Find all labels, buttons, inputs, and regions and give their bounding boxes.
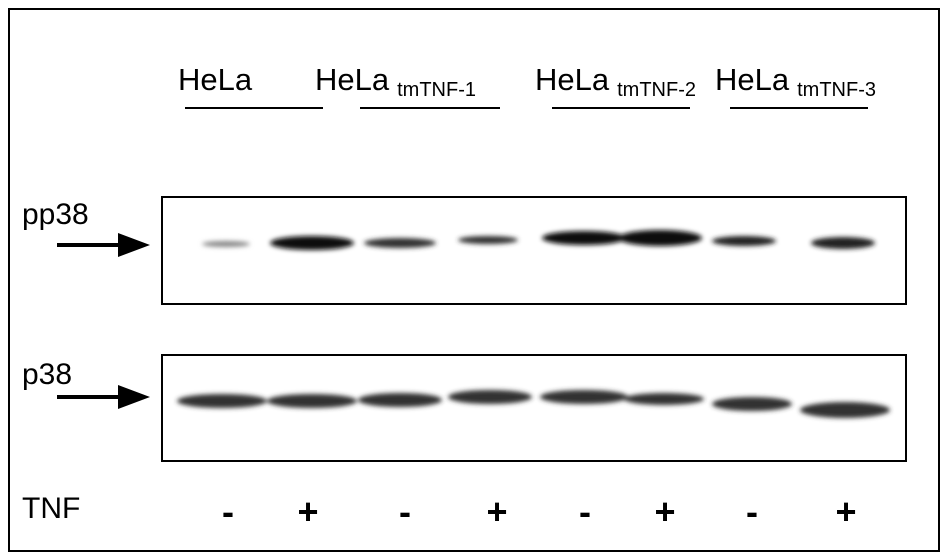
band bbox=[811, 237, 875, 249]
group-name: HeLa bbox=[178, 62, 252, 97]
figure: pp38 p38 TNF HeLaHeLatmTNF-1HeLatmTNF-2H… bbox=[0, 0, 947, 559]
band bbox=[458, 236, 518, 244]
band bbox=[540, 390, 628, 404]
band bbox=[202, 241, 250, 247]
group-label: HeLa bbox=[178, 64, 252, 95]
band bbox=[618, 230, 702, 246]
band bbox=[358, 393, 442, 407]
band bbox=[177, 394, 267, 408]
treatment-sign: + bbox=[654, 494, 675, 530]
band bbox=[364, 238, 436, 248]
group-name: HeLa bbox=[715, 62, 789, 97]
treatment-sign: + bbox=[297, 494, 318, 530]
group-subscript: tmTNF-1 bbox=[397, 79, 476, 101]
band bbox=[542, 231, 626, 245]
blot-pp38 bbox=[162, 197, 906, 304]
treatment-sign: - bbox=[399, 494, 411, 530]
band bbox=[448, 390, 532, 404]
band bbox=[267, 394, 357, 408]
band bbox=[270, 236, 354, 250]
arrow-head bbox=[118, 233, 150, 257]
blot-label: pp38 bbox=[22, 200, 89, 230]
treatment-sign: - bbox=[579, 494, 591, 530]
group-subscript: tmTNF-2 bbox=[617, 79, 696, 101]
band bbox=[624, 393, 704, 405]
band bbox=[712, 397, 792, 411]
treatment-sign: - bbox=[222, 494, 234, 530]
treatment-sign: + bbox=[486, 494, 507, 530]
treatment-label: TNF bbox=[22, 494, 80, 524]
arrow-head bbox=[118, 385, 150, 409]
group-subscript: tmTNF-3 bbox=[797, 79, 876, 101]
blot-p38 bbox=[162, 355, 906, 461]
band bbox=[800, 402, 890, 418]
group-name: HeLa bbox=[315, 62, 389, 97]
treatment-sign: - bbox=[746, 494, 758, 530]
blot-label: p38 bbox=[22, 360, 72, 390]
band bbox=[712, 236, 776, 246]
treatment-sign: + bbox=[835, 494, 856, 530]
group-name: HeLa bbox=[535, 62, 609, 97]
